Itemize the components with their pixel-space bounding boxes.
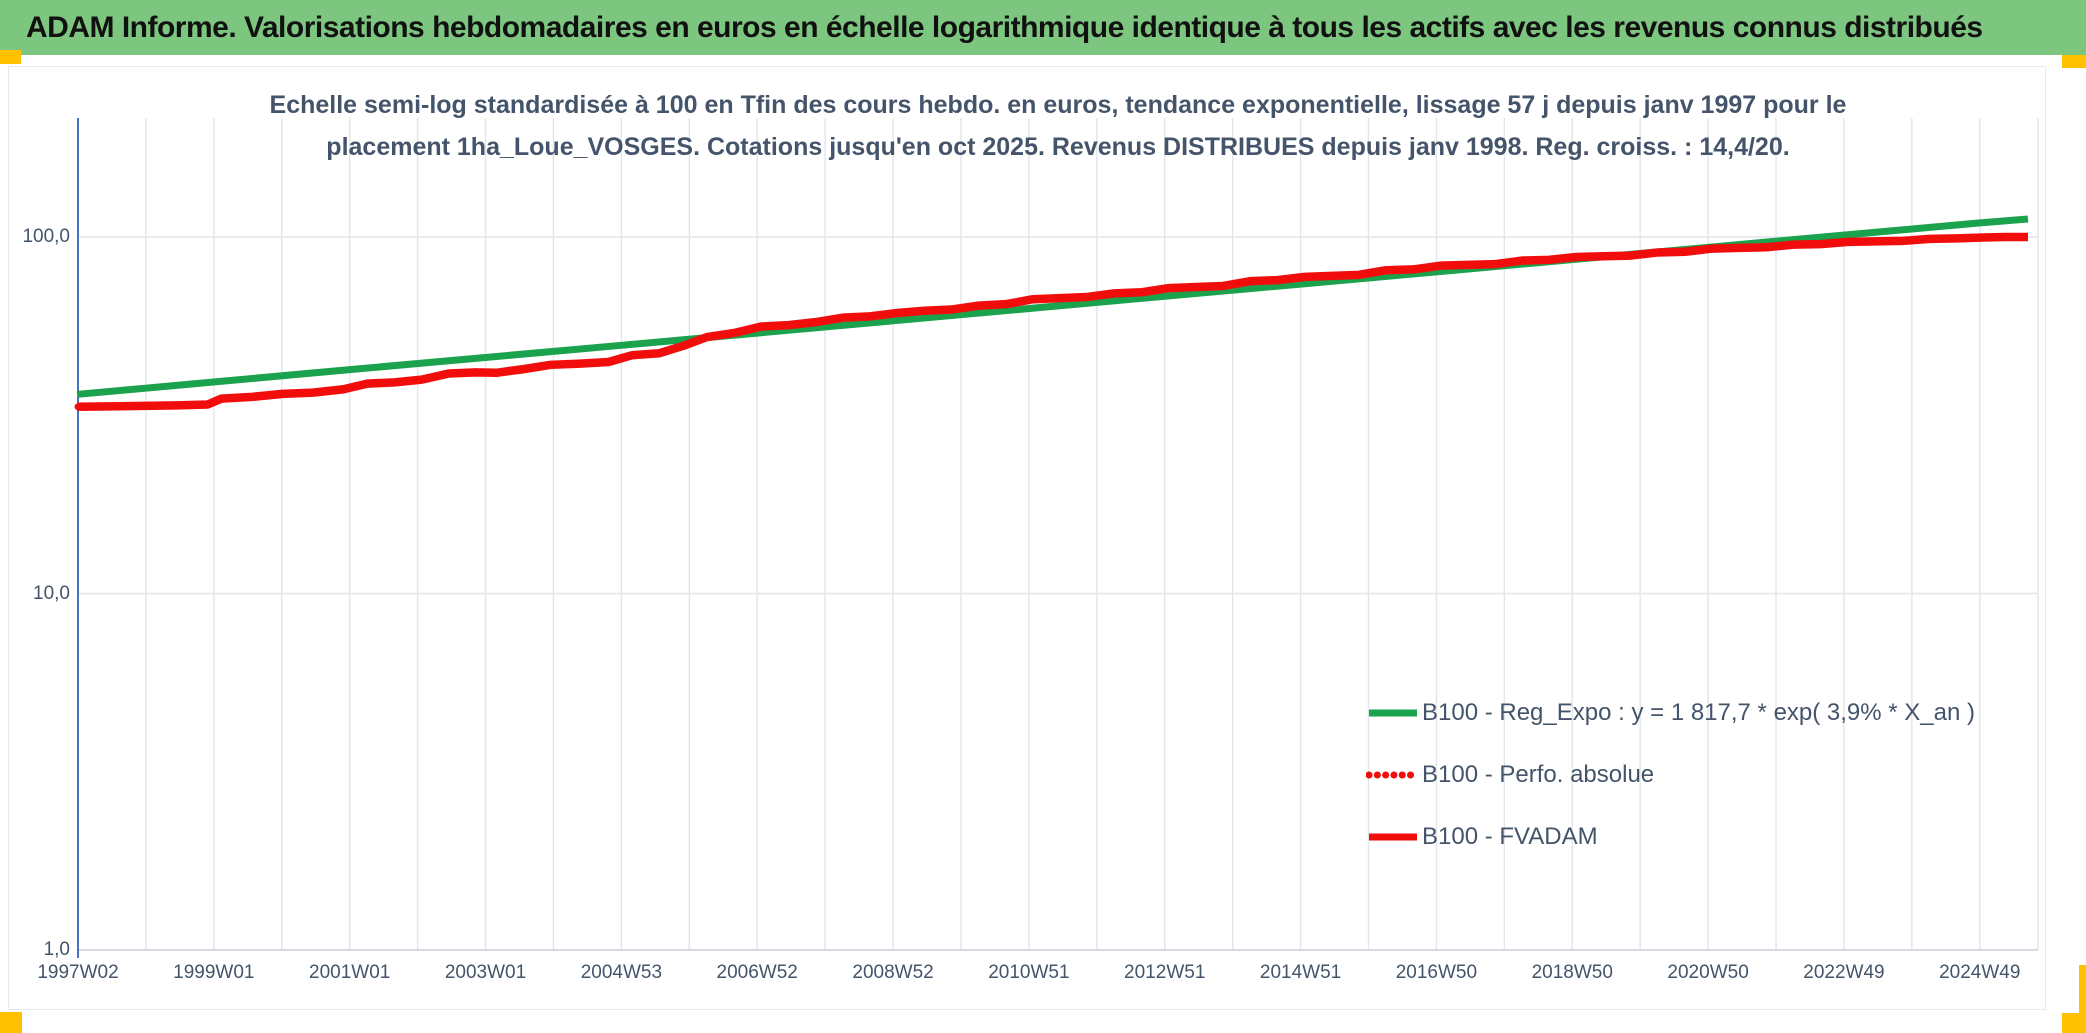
report-title: ADAM Informe. Valorisations hebdomadaire… xyxy=(26,10,1983,44)
x-axis-label: 2022W49 xyxy=(1803,962,1885,983)
accent-square-top-right xyxy=(2062,55,2086,68)
x-axis-label: 2014W51 xyxy=(1259,962,1342,983)
series-line-b100-fvadam xyxy=(77,232,2028,412)
legend-item: B100 - Reg_Expo : y = 1 817,7 * exp( 3,9… xyxy=(1366,682,1975,744)
x-axis-label: 2018W50 xyxy=(1531,962,1613,983)
accent-square-bottom-left xyxy=(0,1012,22,1033)
y-axis-label: 10,0 xyxy=(33,582,70,604)
series-line-b100-reg-expo xyxy=(77,215,2029,398)
accent-square-bottom-right xyxy=(2062,1013,2086,1033)
accent-strip-right-edge xyxy=(2079,965,2086,1013)
x-axis-label: 2012W51 xyxy=(1124,962,1206,983)
y-axis-label: 100,0 xyxy=(22,226,70,247)
x-axis-label: 2024W49 xyxy=(1939,962,2021,983)
legend-swatch-solid xyxy=(1369,709,1417,717)
x-axis-label: 2004W53 xyxy=(580,962,663,983)
x-axis-label: 2010W51 xyxy=(988,962,1070,983)
legend-swatch-solid xyxy=(1369,833,1417,841)
y-axis-label: 1,0 xyxy=(43,939,70,960)
report-header: ADAM Informe. Valorisations hebdomadaire… xyxy=(0,0,2086,55)
legend-item: B100 - Perfo. absolue xyxy=(1366,744,1975,806)
x-axis-label: 2003W01 xyxy=(444,962,527,983)
x-axis-labels: 1997W02 1999W01 2001W01 2003W01 2004W53 2006W… xyxy=(0,962,2086,992)
x-axis-label: 2008W52 xyxy=(852,962,934,983)
legend-label: B100 - Reg_Expo : y = 1 817,7 * exp( 3,9… xyxy=(1422,699,1976,726)
accent-square-top-left xyxy=(0,50,21,64)
x-axis-label: 2020W50 xyxy=(1667,962,1749,983)
x-axis-label: 2016W50 xyxy=(1395,962,1478,983)
x-axis-label: 2001W01 xyxy=(309,962,391,983)
x-axis-label: 2006W52 xyxy=(716,962,798,983)
content-frame xyxy=(8,66,2046,1010)
legend-item: B100 - FVADAM xyxy=(1366,806,1975,868)
x-axis-label: 1999W01 xyxy=(173,962,255,983)
legend-label: B100 - FVADAM xyxy=(1422,823,1598,850)
legend-swatch-dotted xyxy=(1366,771,1420,779)
chart-legend: B100 - Reg_Expo : y = 1 817,7 * exp( 3,9… xyxy=(1366,682,1975,868)
legend-label: B100 - Perfo. absolue xyxy=(1422,761,1655,788)
x-axis-label: 1997W02 xyxy=(37,962,119,983)
